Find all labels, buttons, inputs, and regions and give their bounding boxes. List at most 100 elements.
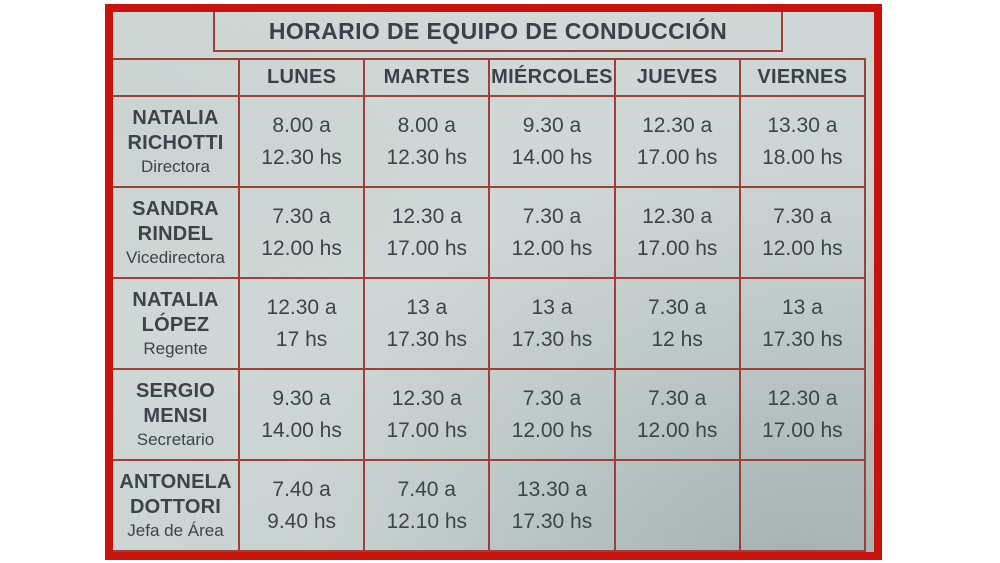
schedule-cell: 12.30 a 17.00 hs: [363, 368, 491, 461]
time-to: 12.00 hs: [261, 236, 342, 260]
time-to: 12.00 hs: [636, 418, 718, 442]
time-to: 9.40 hs: [267, 509, 337, 533]
day-header-lunes: LUNES: [237, 58, 366, 97]
time-to: 12.00 hs: [762, 236, 843, 260]
time-to: 12.30 hs: [261, 145, 342, 169]
day-header-viernes: VIERNES: [738, 58, 867, 97]
schedule-title: HORARIO DE EQUIPO DE CONDUCCIÓN: [268, 17, 728, 44]
staff-name-cell: NATALIA LÓPEZ Regente: [113, 277, 240, 370]
schedule-cell: 7.30 a 12.00 hs: [613, 368, 741, 461]
schedule-cell: 7.30 a 12.00 hs: [738, 186, 867, 279]
time-from: 9.30 a: [272, 387, 331, 410]
time-from: 12.30 a: [767, 387, 838, 410]
staff-first-name: SANDRA: [132, 198, 219, 221]
time-from: 7.40 a: [272, 478, 331, 501]
schedule-cell: 7.40 a 9.40 hs: [237, 459, 366, 552]
table-header-row: LUNES MARTES MIÉRCOLES JUEVES VIERNES: [113, 58, 867, 97]
time-to: 14.00 hs: [261, 418, 342, 442]
schedule-table: LUNES MARTES MIÉRCOLES JUEVES VIERNES NA…: [113, 58, 867, 552]
time-from: 7.40 a: [397, 478, 456, 501]
corner-cell: [113, 58, 240, 97]
time-to: 17.00 hs: [636, 236, 718, 260]
staff-role: Secretario: [136, 430, 215, 450]
staff-row-rindel: SANDRA RINDEL Vicedirectora 7.30 a 12.00…: [113, 186, 867, 279]
schedule-cell: 12.30 a 17.00 hs: [613, 95, 741, 188]
staff-first-name: SERGIO: [136, 380, 215, 403]
schedule-cell: 8.00 a 12.30 hs: [237, 95, 366, 188]
staff-name-cell: NATALIA RICHOTTI Directora: [113, 95, 240, 188]
time-from: 7.30 a: [647, 387, 707, 410]
staff-role: Jefa de Área: [127, 521, 224, 541]
schedule-cell: 12.30 a 17.00 hs: [738, 368, 867, 461]
schedule-title-box: HORARIO DE EQUIPO DE CONDUCCIÓN: [213, 12, 783, 52]
staff-last-name: DOTTORI: [129, 495, 222, 518]
staff-row-lopez: NATALIA LÓPEZ Regente 12.30 a 17 hs 13 a…: [113, 277, 867, 370]
time-from: 8.00 a: [272, 114, 331, 137]
time-from: 12.30 a: [642, 114, 713, 137]
schedule-cell: 13 a 17.30 hs: [488, 277, 616, 370]
staff-role: Regente: [143, 339, 208, 359]
time-from: 7.30 a: [773, 205, 832, 228]
staff-row-mensi: SERGIO MENSI Secretario 9.30 a 14.00 hs …: [113, 368, 867, 461]
time-to: 12.00 hs: [511, 236, 593, 260]
schedule-cell: 7.30 a 12.00 hs: [488, 368, 616, 461]
time-to: 17.00 hs: [386, 236, 468, 260]
time-from: 12.30 a: [266, 296, 337, 319]
staff-last-name: RINDEL: [137, 222, 214, 245]
time-to: 17.30 hs: [511, 327, 593, 351]
schedule-cell: 8.00 a 12.30 hs: [363, 95, 491, 188]
time-to: 12.00 hs: [511, 418, 593, 442]
time-to: 17.00 hs: [762, 418, 843, 442]
time-to: 17.00 hs: [636, 145, 718, 169]
time-from: 13 a: [406, 296, 448, 319]
time-from: 12.30 a: [642, 205, 713, 228]
time-to: 17.30 hs: [511, 509, 593, 533]
staff-first-name: NATALIA: [132, 289, 219, 312]
staff-last-name: RICHOTTI: [127, 131, 224, 154]
schedule-cell-empty: [613, 459, 741, 552]
time-from: 13.30 a: [516, 478, 587, 501]
time-from: 12.30 a: [391, 205, 462, 228]
time-from: 7.30 a: [522, 387, 582, 410]
staff-name-cell: SERGIO MENSI Secretario: [113, 368, 240, 461]
schedule-cell-empty: [738, 459, 867, 552]
time-to: 12.10 hs: [386, 509, 468, 533]
time-from: 7.30 a: [647, 296, 707, 319]
staff-row-dottori: ANTONELA DOTTORI Jefa de Área 7.40 a 9.4…: [113, 459, 867, 552]
time-to: 17.00 hs: [386, 418, 468, 442]
staff-name-cell: SANDRA RINDEL Vicedirectora: [113, 186, 240, 279]
time-from: 7.30 a: [272, 205, 331, 228]
schedule-cell: 12.30 a 17.00 hs: [363, 186, 491, 279]
time-from: 13.30 a: [767, 114, 838, 137]
schedule-cell: 7.30 a 12.00 hs: [237, 186, 366, 279]
schedule-cell: 7.40 a 12.10 hs: [363, 459, 491, 552]
schedule-photo-frame: HORARIO DE EQUIPO DE CONDUCCIÓN LUNES MA…: [105, 4, 882, 560]
schedule-cell: 13.30 a 17.30 hs: [488, 459, 616, 552]
day-header-martes: MARTES: [363, 58, 491, 97]
schedule-paper: HORARIO DE EQUIPO DE CONDUCCIÓN LUNES MA…: [113, 12, 874, 552]
schedule-cell: 9.30 a 14.00 hs: [488, 95, 616, 188]
schedule-cell: 13.30 a 18.00 hs: [738, 95, 867, 188]
staff-first-name: ANTONELA: [119, 471, 232, 494]
day-header-jueves: JUEVES: [613, 58, 741, 97]
time-from: 12.30 a: [391, 387, 462, 410]
schedule-cell: 13 a 17.30 hs: [363, 277, 491, 370]
time-to: 17 hs: [275, 327, 328, 351]
day-header-miercoles: MIÉRCOLES: [488, 58, 616, 97]
staff-last-name: LÓPEZ: [141, 313, 210, 336]
schedule-cell: 13 a 17.30 hs: [738, 277, 867, 370]
time-from: 8.00 a: [397, 114, 456, 137]
staff-name-cell: ANTONELA DOTTORI Jefa de Área: [113, 459, 240, 552]
staff-role: Directora: [141, 157, 210, 177]
time-from: 9.30 a: [522, 114, 582, 137]
schedule-cell: 9.30 a 14.00 hs: [237, 368, 366, 461]
staff-row-richotti: NATALIA RICHOTTI Directora 8.00 a 12.30 …: [113, 95, 867, 188]
schedule-cell: 12.30 a 17 hs: [237, 277, 366, 370]
time-from: 13 a: [531, 296, 573, 319]
time-to: 18.00 hs: [762, 145, 843, 169]
schedule-cell: 7.30 a 12 hs: [613, 277, 741, 370]
staff-first-name: NATALIA: [132, 107, 219, 130]
schedule-cell: 7.30 a 12.00 hs: [488, 186, 616, 279]
time-to: 17.30 hs: [386, 327, 468, 351]
staff-last-name: MENSI: [143, 404, 208, 427]
